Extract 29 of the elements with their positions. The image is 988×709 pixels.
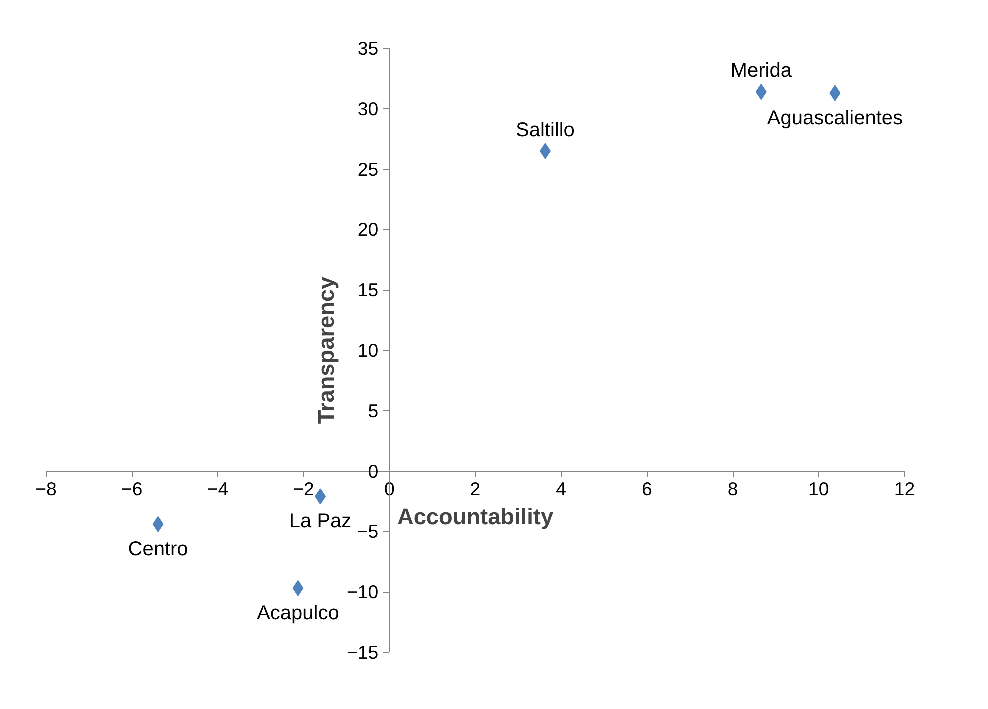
- y-tick-label: 10: [358, 340, 379, 361]
- annotation: La Paz: [289, 510, 352, 533]
- x-tick-label: 10: [808, 478, 830, 500]
- y-tick-label: 15: [358, 280, 379, 301]
- annotation: Centro: [128, 538, 188, 560]
- x-tick-label: 12: [894, 478, 916, 500]
- annotation: Merida: [730, 60, 793, 82]
- x-axis-title: Accountability: [397, 504, 554, 530]
- y-axis-title: Transparency: [312, 276, 339, 424]
- x-tick-label: −8: [36, 478, 57, 500]
- y-tick-label: −15: [347, 642, 379, 663]
- annotation: Acapulco: [257, 602, 340, 624]
- y-tick-label: 25: [358, 158, 379, 180]
- y-tick-label: 30: [358, 98, 379, 120]
- x-tick-label: 4: [556, 478, 567, 500]
- x-tick-label: −2: [293, 478, 314, 500]
- y-tick-label: −10: [347, 582, 379, 603]
- x-tick-label: 2: [470, 478, 481, 500]
- y-tick-label: 5: [368, 400, 379, 422]
- x-tick-label: −6: [121, 478, 143, 500]
- annotation: Saltillo: [516, 119, 575, 142]
- y-tick-label: 0: [368, 460, 379, 482]
- x-tick-label: −4: [207, 478, 229, 500]
- x-tick-label: 6: [642, 478, 652, 500]
- y-tick-label: −5: [357, 521, 379, 542]
- y-tick-label: 20: [358, 219, 379, 240]
- y-tick-label: 35: [358, 38, 379, 60]
- annotation: Aguascalientes: [767, 107, 904, 130]
- x-tick-label: 8: [728, 478, 738, 500]
